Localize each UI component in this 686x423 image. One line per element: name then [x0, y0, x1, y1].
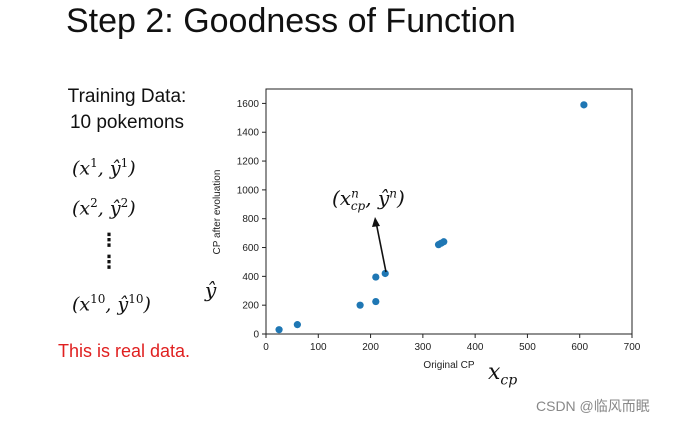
pair-10-close: ): [143, 293, 151, 316]
x-cp-label: xcp: [488, 360, 517, 388]
data-point-9: [580, 101, 588, 109]
plot-frame: [265, 88, 633, 335]
pair-2-x: (x: [72, 197, 91, 220]
data-point-4: [372, 273, 380, 281]
data-point-2: [356, 301, 364, 309]
y-tick-label-1: 200: [242, 301, 259, 312]
x-axis-label: Original CP: [423, 360, 474, 371]
annot-sub: cp: [350, 199, 366, 213]
y-axis-ticks: 0 200 400 600 800 1000 1200 1400 1600: [237, 99, 266, 341]
watermark: CSDN @临风而眠: [536, 398, 650, 414]
real-data-note: This is real data.: [58, 341, 191, 361]
pair-10-x-sup: 10: [90, 292, 106, 306]
annot-mid: , ŷ: [365, 186, 390, 210]
x-axis-ticks: 0 100 200 300 400 500 600 700: [263, 334, 641, 353]
pair-1-x-sup: 1: [90, 156, 98, 170]
annotation-label: (xncp, ŷn): [332, 186, 405, 213]
x-tick-label-3: 300: [415, 342, 432, 353]
x-cp-sub: cp: [500, 372, 518, 389]
training-data-heading: Training Data: 10 pokemons: [62, 84, 192, 136]
y-tick-label-2: 400: [242, 272, 259, 283]
x-tick-label-6: 600: [571, 342, 588, 353]
vdots-glyph: ⋮: [100, 230, 118, 251]
y-tick-label-6: 1200: [237, 157, 260, 168]
x-tick-label-5: 500: [519, 342, 536, 353]
pair-2-y-sup: 2: [120, 196, 129, 210]
pair-2-close: ): [128, 197, 136, 220]
pair-1-y-sup: 1: [120, 156, 129, 170]
x-tick-label-4: 400: [467, 342, 484, 353]
data-point-0: [275, 326, 283, 334]
x-tick-label-1: 100: [310, 342, 327, 353]
pair-1-close: ): [128, 157, 136, 180]
pair-10-x: (x: [72, 293, 91, 316]
annotation-arrow-head: [372, 217, 380, 227]
y-tick-label-4: 800: [242, 214, 259, 225]
annot-open: (x: [332, 186, 352, 210]
data-point-3: [372, 297, 380, 306]
y-tick-label-5: 1000: [237, 185, 260, 196]
x-tick-label-0: 0: [263, 342, 269, 353]
annotation-arrow-line: [375, 221, 387, 273]
y-tick-label-7: 1400: [237, 128, 260, 139]
vertical-ellipsis: ⋮ ⋮: [100, 230, 118, 273]
pair-1-y: , ŷ: [97, 157, 121, 180]
pair-2-x-sup: 2: [90, 196, 98, 210]
data-pair-1: (x1, ŷ1): [72, 156, 136, 179]
data-pair-2: (x2, ŷ2): [72, 196, 136, 219]
data-pair-10: (x10, ŷ10): [72, 292, 151, 315]
annot-sup2: n: [389, 186, 397, 201]
data-point-1: [293, 321, 301, 329]
y-tick-label-8: 1600: [237, 99, 260, 110]
pair-2-y: , ŷ: [97, 197, 121, 220]
y-hat-label: ŷ: [205, 278, 217, 302]
x-cp-base: x: [488, 360, 501, 385]
data-point-8: [440, 238, 448, 246]
x-tick-label-2: 200: [362, 342, 379, 353]
training-heading-line2: 10 pokemons: [69, 112, 185, 133]
pair-10-y: , ŷ: [105, 293, 129, 316]
x-tick-label-7: 700: [624, 342, 641, 353]
vdots-glyph-2: ⋮: [100, 252, 118, 273]
training-heading-line1: Training Data:: [67, 86, 187, 107]
data-points: [275, 101, 588, 334]
pair-1-x: (x: [72, 157, 91, 180]
pair-10-y-sup: 10: [128, 292, 144, 306]
slide-title: Step 2: Goodness of Function: [66, 2, 516, 40]
y-tick-label-3: 600: [242, 243, 259, 254]
data-point-5: [381, 269, 389, 278]
annot-sup: n: [351, 186, 359, 201]
y-axis-label: CP after evoluation: [212, 170, 223, 255]
y-tick-label-0: 0: [253, 330, 259, 341]
annot-close: ): [396, 186, 405, 210]
